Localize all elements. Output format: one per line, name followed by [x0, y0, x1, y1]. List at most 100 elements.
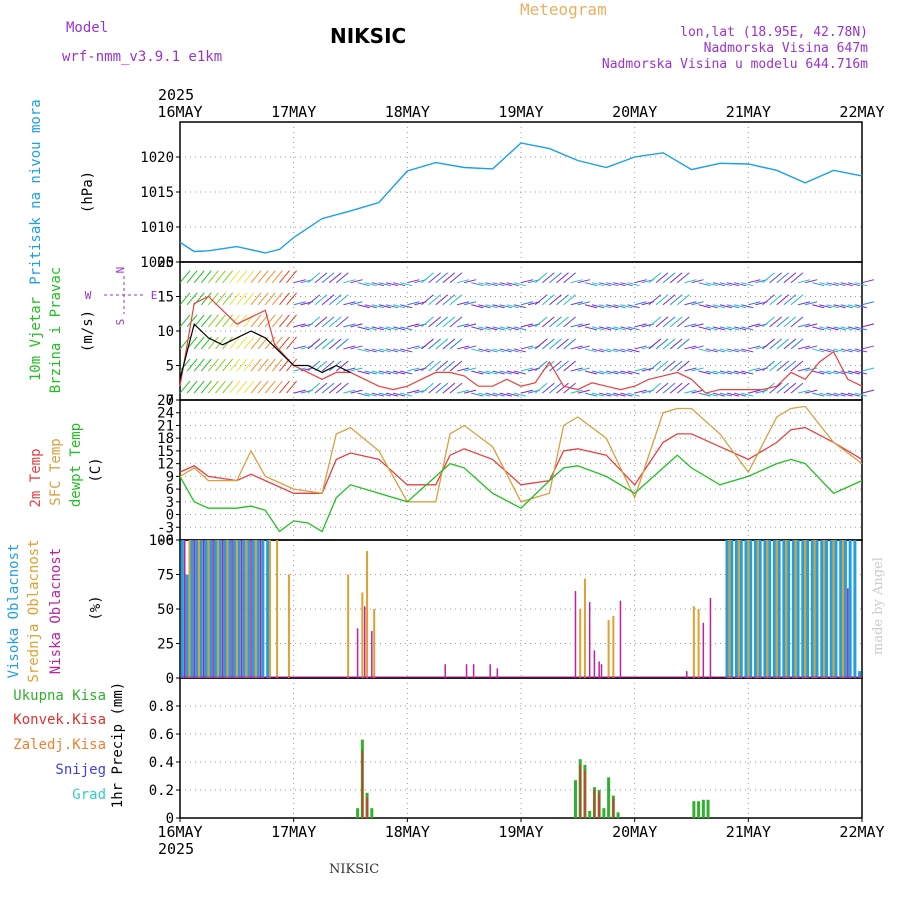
wind-arrow	[350, 279, 363, 284]
wind-arrow	[492, 370, 505, 375]
bar-visoka-oblacnost	[806, 540, 810, 678]
wind-arrow	[627, 282, 640, 287]
wind-arrow	[734, 370, 747, 375]
wind-arrow	[662, 338, 676, 350]
wind-arrow	[428, 316, 441, 328]
wind-arrow	[584, 348, 598, 353]
axis-label-precip: 1hr Precip (mm)	[110, 682, 126, 808]
wind-arrow	[499, 348, 512, 353]
wind-arrow	[847, 348, 860, 353]
wind-arrow	[776, 338, 790, 350]
wind-arrow	[833, 304, 846, 309]
wind-arrow	[627, 370, 640, 375]
y-tick-label: 10	[157, 324, 174, 340]
wind-arrow	[840, 370, 853, 375]
wind-arrow	[478, 282, 491, 287]
station-title: NIKSIC	[330, 24, 407, 48]
footer-station: NIKSIC	[329, 862, 380, 877]
wind-arrow	[570, 345, 583, 350]
wind-arrow	[627, 304, 640, 309]
wind-arrow	[350, 345, 363, 350]
wind-arrow	[478, 326, 491, 331]
wind-arrow	[229, 314, 241, 328]
wind-arrow	[599, 348, 612, 353]
bar-niska-oblacnost	[600, 664, 603, 678]
wind-arrow	[556, 316, 569, 328]
wind-arrow	[343, 301, 356, 306]
bar-niska-oblacnost	[259, 540, 262, 678]
bar-visoka-oblacnost	[801, 540, 805, 678]
bar-visoka-oblacnost	[725, 540, 729, 678]
wind-arrow	[606, 326, 619, 331]
bar-srednja-oblacnost	[766, 540, 769, 678]
wind-arrow	[478, 304, 491, 309]
year-label-bottom: 2025	[158, 840, 194, 858]
bar-visoka-oblacnost	[777, 540, 781, 678]
bar-srednja-oblacnost	[207, 540, 210, 678]
wind-arrow	[627, 348, 640, 353]
bar-niska-oblacnost	[709, 597, 712, 678]
wind-arrow	[506, 370, 519, 375]
wind-arrow	[485, 326, 498, 331]
time-tick-label-bottom: 17MAY	[271, 823, 316, 841]
y-tick-label: 21	[157, 418, 174, 434]
wind-arrow	[371, 282, 384, 287]
wind-arrow	[606, 370, 619, 375]
wind-arrow	[705, 348, 718, 353]
wind-arrow	[271, 270, 283, 284]
wind-arrow	[741, 282, 754, 287]
wind-arrow	[321, 382, 335, 394]
wind-arrow	[634, 367, 647, 372]
axis-label-low-cloud: Niska Oblacnost	[48, 548, 64, 674]
wind-arrow	[790, 338, 804, 350]
wind-arrow	[456, 323, 470, 328]
wind-arrow	[662, 294, 676, 306]
wind-arrow	[741, 348, 754, 353]
wind-arrow	[541, 382, 555, 394]
wind-arrow	[364, 304, 377, 309]
y-tick-label: 18	[157, 431, 174, 447]
wind-arrow	[854, 304, 868, 309]
bar-srednja-oblacnost	[607, 620, 610, 678]
wind-arrow	[790, 294, 804, 306]
wind-arrow	[556, 272, 569, 284]
wind-arrow	[812, 370, 825, 375]
wind-arrow	[250, 270, 262, 284]
wind-arrow	[449, 294, 463, 306]
wind-arrow	[200, 292, 212, 306]
bar-konvek-kisa	[593, 790, 596, 818]
wind-arrow	[400, 392, 413, 397]
wind-arrow	[599, 370, 612, 375]
axis-unit-wind: (m/s)	[80, 310, 96, 352]
bar-srednja-oblacnost	[804, 540, 807, 678]
wind-arrow	[606, 282, 619, 287]
wind-arrow	[812, 282, 825, 287]
axis-label-2m-temp: 2m Temp	[28, 448, 44, 507]
wind-arrow	[186, 270, 198, 284]
bar-visoka-oblacnost	[796, 540, 800, 678]
wind-arrow	[499, 282, 512, 287]
wind-arrow	[684, 367, 697, 372]
wind-arrow	[726, 326, 740, 331]
wind-arrow	[769, 272, 782, 284]
wind-arrow	[769, 338, 782, 350]
y-tick-label: 50	[157, 602, 174, 618]
bar-visoka-oblacnost	[763, 540, 767, 678]
wind-arrow	[741, 370, 754, 375]
wind-arrow	[627, 326, 640, 331]
bar-visoka-oblacnost	[232, 540, 236, 678]
wind-arrow	[293, 367, 306, 372]
wind-arrow	[712, 304, 725, 309]
wind-arrow	[407, 301, 420, 306]
credit-label: made by Angel	[871, 557, 886, 655]
wind-arrow	[769, 382, 782, 394]
wind-arrow	[719, 282, 733, 287]
wind-arrow	[762, 360, 775, 372]
wind-arrow	[570, 367, 583, 372]
wind-arrow	[236, 292, 248, 306]
wind-arrow	[726, 392, 740, 397]
wind-arrow	[847, 370, 860, 375]
wind-arrow	[669, 338, 683, 350]
wind-arrow	[634, 301, 647, 306]
wind-arrow	[357, 282, 370, 287]
